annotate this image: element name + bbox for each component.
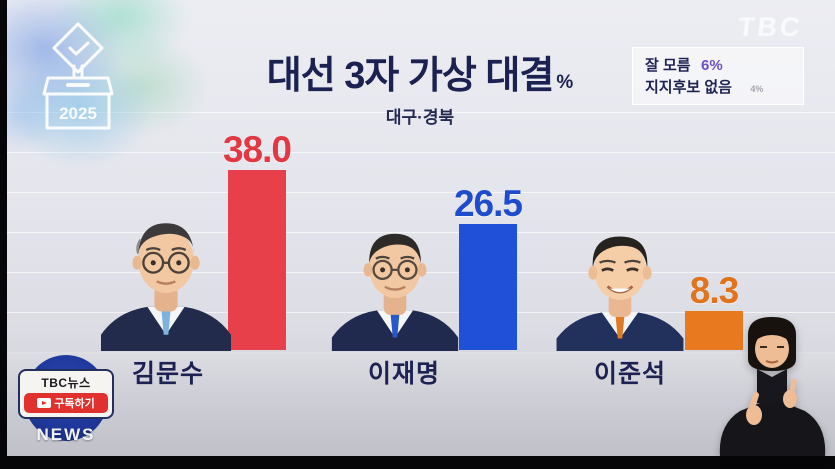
dont-know-value: 6% — [701, 57, 723, 74]
letterbox-bottom — [0, 456, 835, 469]
watercolor-splash — [0, 0, 215, 180]
tbc-logo-watermark: TBC — [736, 12, 805, 42]
poll-bar — [459, 224, 517, 350]
candidate-name: 이준석 — [593, 360, 666, 388]
poll-bar — [685, 311, 743, 350]
badge-channel-label: TBC뉴스 — [41, 376, 91, 390]
sign-language-interpreter — [719, 317, 826, 456]
candidate-photo-lee-jun-seok — [556, 236, 684, 351]
no-candidate-label: 지지후보 없음 — [645, 79, 732, 96]
candidate-name: 김문수 — [131, 360, 204, 388]
title-unit: % — [556, 72, 574, 93]
bar-group-kim-moon-soo: 38.0 — [197, 129, 317, 350]
subscribe-button[interactable]: 구독하기 — [24, 393, 108, 413]
no-candidate-value: 4% — [750, 84, 764, 94]
candidate-name: 이재명 — [367, 360, 440, 388]
bar-value-label: 38.0 — [222, 129, 292, 170]
dont-know-label: 잘 모름 — [645, 57, 691, 74]
chart-baseline-band — [7, 352, 835, 456]
ballot-box-icon: 2025 — [42, 22, 114, 130]
region-subtitle: 대구·경북 — [385, 108, 455, 127]
candidate-photo-kim-moon-soo — [100, 223, 232, 351]
page-title: 대선 3자 가상 대결 — [266, 55, 555, 97]
ballot-year-label: 2025 — [59, 104, 97, 123]
undecided-info-box: 잘 모름 6% 지지후보 없음 4% — [632, 47, 804, 105]
letterbox-left — [0, 0, 7, 469]
bar-group-lee-jae-myung: 26.5 — [428, 183, 548, 350]
bar-group-lee-jun-seok: 8.3 — [654, 270, 774, 350]
headline: 대선 3자 가상 대결% 대구·경북 — [180, 44, 660, 128]
candidate-photo-lee-jae-myung — [331, 233, 459, 351]
news-vertical-label: NEWS — [36, 425, 96, 444]
bar-value-label: 26.5 — [453, 183, 523, 224]
bar-value-label: 8.3 — [689, 270, 739, 311]
poll-bar — [228, 170, 286, 350]
badge-card[interactable]: TBC뉴스 구독하기 — [18, 369, 114, 419]
youtube-play-icon — [37, 398, 52, 408]
subscribe-label: 구독하기 — [54, 398, 95, 410]
